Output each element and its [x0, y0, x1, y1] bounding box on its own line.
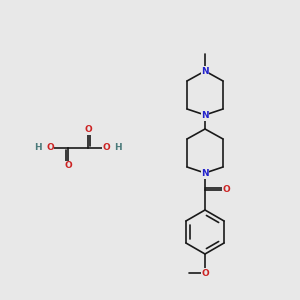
Text: N: N	[201, 67, 209, 76]
Text: O: O	[84, 125, 92, 134]
Text: H: H	[114, 143, 122, 152]
Text: O: O	[64, 161, 72, 170]
Text: O: O	[222, 185, 230, 194]
Text: N: N	[201, 112, 209, 121]
Text: O: O	[46, 143, 54, 152]
Text: O: O	[201, 268, 209, 278]
Text: H: H	[34, 143, 42, 152]
Text: N: N	[201, 169, 209, 178]
Text: O: O	[102, 143, 110, 152]
